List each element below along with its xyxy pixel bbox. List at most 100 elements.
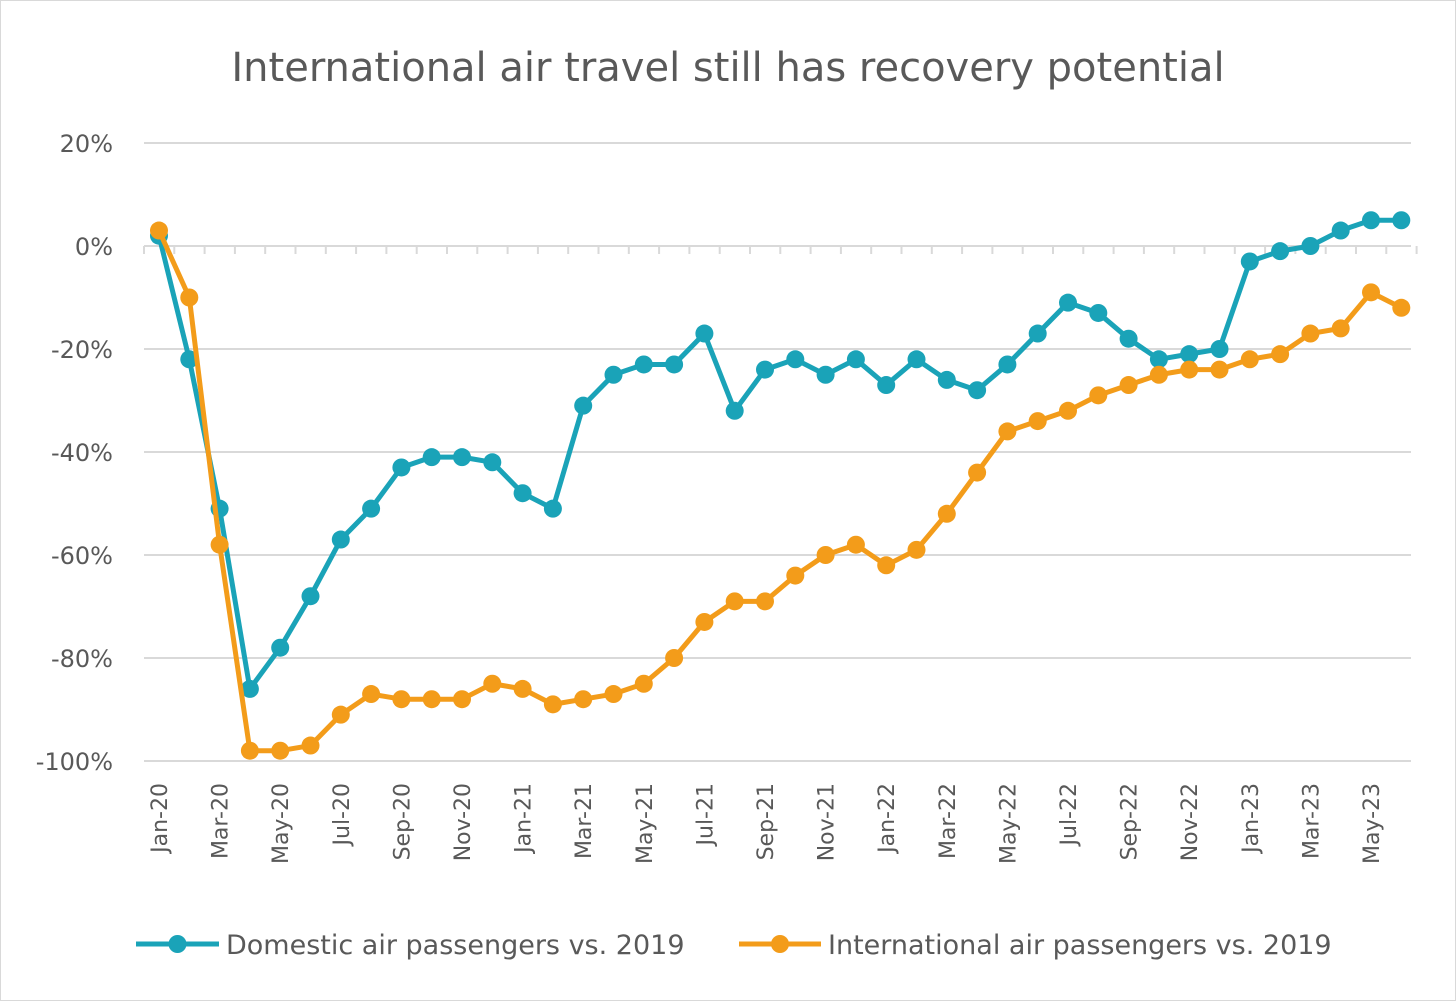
y-tick-label: -20% [51,336,113,364]
data-point [1331,319,1350,338]
data-point [937,370,956,389]
data-point [634,355,653,374]
data-point [725,401,744,420]
data-point [1301,324,1320,343]
data-point [816,546,835,564]
data-point [1240,252,1259,271]
data-point [756,592,774,611]
data-point [907,350,926,369]
data-point [998,355,1017,374]
data-point [543,499,562,518]
x-tick-label: Jul-20 [330,783,355,847]
data-point [483,453,502,472]
legend-label: Domestic air passengers vs. 2019 [226,930,685,961]
data-point [968,381,987,400]
data-point [1028,412,1047,431]
x-tick-label: Sep-22 [1118,783,1143,860]
y-axis-ticks: 20% 0% -20% -40% -60% -80% -100% [36,130,113,776]
x-tick-label: Mar-21 [572,783,597,859]
x-tick-label: Jan-20 [148,783,173,855]
data-point [1210,340,1229,358]
data-point [513,679,532,698]
data-point [210,535,229,554]
x-tick-label: Jan-22 [875,783,900,855]
data-point [1240,350,1259,369]
data-point [1149,365,1168,384]
data-point [1028,324,1047,343]
x-tick-label: Jan-21 [512,783,537,855]
x-tick-label: Mar-22 [936,783,961,859]
data-point [453,448,471,467]
data-point [1271,242,1290,261]
legend-swatch-marker [771,935,789,953]
data-point [301,587,320,606]
data-point [1362,283,1380,302]
legend-item: International air passengers vs. 2019 [739,930,1332,961]
y-tick-label: -80% [51,645,113,673]
data-point [786,350,805,369]
data-point [301,736,320,755]
x-tick-label: May-20 [269,783,294,864]
data-point [1059,401,1077,420]
data-point [1119,329,1138,348]
series-line [156,217,1402,692]
data-point [604,685,623,704]
data-point [180,350,199,369]
chart-title: International air travel still has recov… [231,45,1224,91]
series-layer [150,211,1411,760]
data-point [422,448,441,467]
x-tick-label: Nov-22 [1178,783,1203,861]
data-point [331,530,350,549]
data-point [422,690,441,709]
series-international [150,221,1411,760]
data-point [543,695,562,714]
x-tick-label: Sep-20 [390,783,415,860]
data-point [877,556,896,575]
data-point [1331,221,1350,240]
data-point [1271,345,1290,364]
data-point [1089,303,1108,322]
data-point [604,365,623,384]
data-point [1059,293,1077,312]
data-point [1089,386,1108,405]
data-point [483,674,502,693]
x-tick-label: May-23 [1360,783,1385,864]
data-point [634,674,653,693]
data-point [1149,350,1168,369]
x-tick-label: Jan-23 [1239,783,1264,855]
x-tick-label: May-22 [996,783,1021,864]
data-point [1210,360,1229,379]
data-point [968,463,987,482]
data-point [513,484,532,503]
y-tick-label: -100% [36,748,113,776]
data-point [695,612,714,631]
data-point [907,540,926,559]
series-domestic [150,211,1411,698]
x-axis: Jan-20 Mar-20 May-20 Jul-20 Sep-20 Nov-20 Jan-… [143,245,1418,864]
data-point [1392,298,1411,317]
legend: Domestic air passengers vs. 2019 Internat… [136,930,1332,961]
data-point [786,566,805,585]
data-point [695,324,714,343]
data-point [271,741,290,760]
data-point [331,705,350,724]
data-point [392,458,411,477]
data-point [937,504,956,523]
legend-label: International air passengers vs. 2019 [828,930,1332,961]
data-point [1392,211,1411,230]
data-point [725,592,744,611]
data-point [846,350,865,369]
data-point [240,679,259,698]
legend-item: Domestic air passengers vs. 2019 [136,930,685,961]
x-tick-label: May-21 [633,783,658,864]
y-tick-label: -60% [51,542,113,570]
x-tick-label: Mar-23 [1299,783,1324,859]
x-tick-label: Jul-22 [1057,783,1082,847]
y-tick-label: 0% [75,233,113,261]
y-tick-label: 20% [60,130,113,158]
x-tick-label: Nov-20 [451,783,476,861]
data-point [362,499,381,518]
data-point [846,535,865,554]
data-point [271,638,290,657]
